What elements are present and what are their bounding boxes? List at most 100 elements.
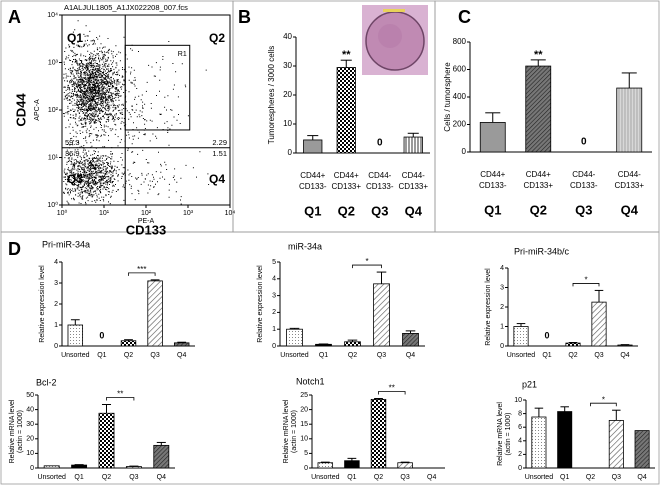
y-tick-label: 3 [272, 292, 276, 299]
significance-label: ** [534, 49, 543, 61]
y-tick-label: 6 [518, 424, 522, 431]
x-tick-label: CD133+ [614, 181, 644, 190]
bar [397, 462, 413, 469]
x-axis-label: CD133 [126, 222, 166, 237]
significance-bracket [128, 272, 156, 276]
x-tick-label: Q4 [427, 474, 436, 481]
y-tick-label: 2 [518, 451, 522, 458]
y-tick-label: 2 [272, 309, 276, 316]
chart-title: Notch1 [296, 376, 325, 386]
bar [479, 122, 506, 153]
bar [557, 411, 573, 469]
y-tick-label: 400 [453, 92, 467, 101]
x-tick-label: CD44- [618, 170, 641, 179]
y-axis-label: CD44 [13, 93, 28, 127]
panel-letter: C [458, 7, 471, 27]
chart-title: Pri-miR-34b/c [514, 246, 570, 256]
x-tick-label: Q3 [129, 474, 138, 481]
y-tick-label: 30 [283, 61, 292, 70]
bar [315, 343, 332, 347]
y-tick-label: 4 [54, 259, 58, 266]
x-tick-label: Unsorted [507, 352, 536, 359]
x-tick-label: CD133- [299, 182, 327, 191]
x-tick-label: Q1 [74, 474, 83, 481]
bar [286, 328, 303, 347]
quadrant-percent: 36.9 [65, 149, 80, 158]
bar [513, 326, 529, 347]
value-label: 0 [581, 137, 587, 148]
y-axis-label: Tumorespheres / 3000 cells [267, 46, 276, 144]
bar [71, 464, 88, 469]
panel-letter: B [238, 7, 251, 27]
event-cloud [63, 20, 210, 205]
y-axis-label: Relative expression level [485, 268, 492, 346]
x-tick-label: Q3 [150, 352, 159, 359]
x-tick-label: CD44- [368, 171, 391, 180]
x-tick-label: Q3 [594, 352, 603, 359]
bar [531, 416, 547, 469]
bar [125, 466, 142, 469]
x-tick-label: Q2 [374, 474, 383, 481]
x-tick-label: Q4 [157, 474, 166, 481]
group-label: Q3 [371, 203, 388, 218]
x-tick-label: CD133+ [331, 182, 361, 191]
y-tick-label: 10 [514, 397, 522, 404]
bar [336, 67, 356, 154]
y-tick-label: 0 [462, 147, 467, 156]
x-tick-label: CD44+ [480, 170, 505, 179]
bar [43, 465, 60, 469]
y-channel: APC-A [34, 99, 41, 121]
x-tick-label: CD133+ [398, 182, 428, 191]
y-tick-label: 2 [54, 301, 58, 308]
significance-label: * [602, 395, 605, 404]
x-tick-label: Q3 [377, 352, 386, 359]
group-label: Q4 [621, 202, 639, 217]
x-tick-label: Q4 [406, 352, 415, 359]
x-tick-label: CD44- [572, 170, 595, 179]
y-tick-label: 0 [272, 343, 276, 350]
significance-bracket [106, 397, 135, 401]
bar [402, 332, 419, 347]
x-tick-label: CD44+ [334, 171, 359, 180]
y-axis-label: Relative mRNA level [283, 399, 290, 463]
group-label: Q2 [338, 203, 355, 218]
x-tick-label: Q2 [568, 352, 577, 359]
y-tick-label: 3 [54, 280, 58, 287]
x-tick-label: 10⁰ [57, 209, 68, 217]
chart-title: Pri-miR-34a [42, 239, 90, 249]
x-tick-label: Q4 [637, 474, 646, 481]
x-tick-label: Q4 [620, 352, 629, 359]
y-tick-label: 1 [272, 326, 276, 333]
y-tick-label: 4 [500, 265, 504, 272]
x-tick-label: 10⁴ [225, 210, 236, 217]
y-tick-label: 40 [283, 32, 292, 41]
x-tick-label: Q1 [560, 474, 569, 481]
group-label: Q1 [304, 203, 321, 218]
significance-bracket [378, 391, 406, 395]
x-tick-label: CD133- [570, 181, 598, 190]
y-tick-label: 0 [288, 148, 293, 157]
y-axis-label: Relative expression level [39, 265, 46, 343]
y-tick-label: 3 [500, 284, 504, 291]
x-tick-label: Q1 [542, 352, 551, 359]
x-tick-label: Q3 [400, 474, 409, 481]
bar [634, 430, 650, 469]
quadrant-label: Q2 [209, 31, 225, 45]
x-tick-label: Q2 [348, 352, 357, 359]
significance-label: ** [117, 390, 123, 399]
sphere-photo [362, 5, 428, 75]
flow-file-name: A1ALJUL1805_A1JX022208_007.fcs [64, 3, 188, 12]
y-axis-label: (actin = 1000) [505, 413, 512, 456]
y-tick-label: 800 [453, 37, 467, 46]
bar [147, 280, 163, 347]
y-tick-label: 10⁰ [47, 201, 58, 209]
panel-letter: D [8, 239, 21, 259]
x-tick-label: CD44+ [300, 171, 325, 180]
bar [373, 283, 390, 347]
quadrant-percent: 59.3 [65, 138, 80, 147]
chart-title: miR-34a [288, 241, 322, 251]
y-tick-label: 0 [500, 343, 504, 350]
x-tick-label: CD133- [479, 181, 507, 190]
